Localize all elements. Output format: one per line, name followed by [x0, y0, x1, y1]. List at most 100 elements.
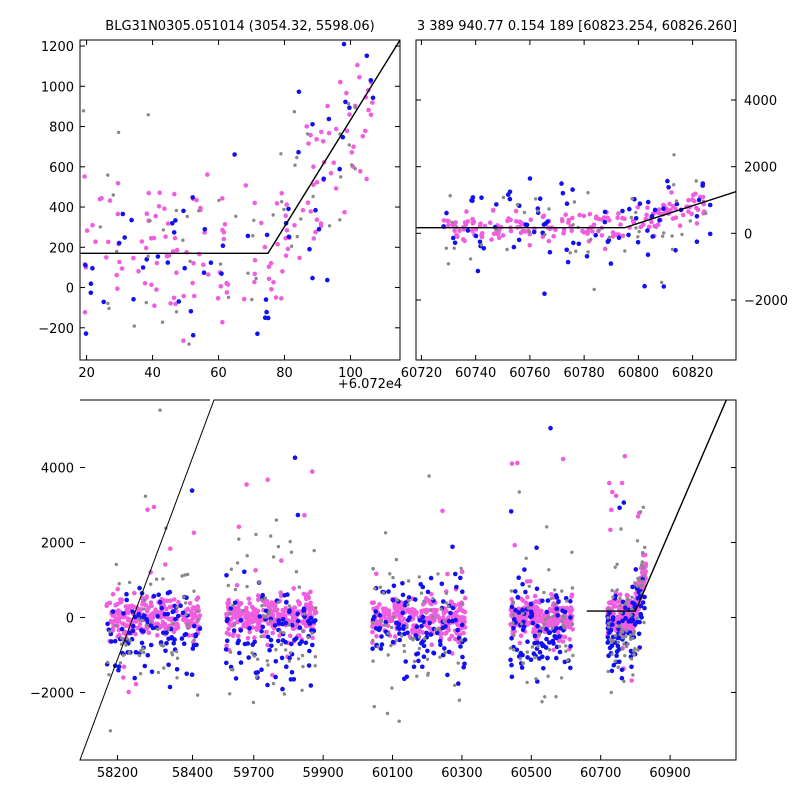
top-left-gray-point — [226, 295, 231, 299]
bottom-gray-point — [195, 693, 200, 697]
bottom-gray-point — [142, 650, 146, 655]
bottom-gray-point — [613, 659, 617, 663]
bottom-gray-point — [186, 626, 190, 630]
bottom-gray-point — [124, 643, 128, 647]
bottom-pink-point — [456, 601, 462, 607]
bottom-gray-point — [610, 588, 614, 593]
top-left-gray-point — [299, 217, 303, 221]
bottom-gray-point — [639, 583, 644, 588]
bottom-gray-point — [632, 632, 636, 636]
top-left-blue-point — [88, 290, 94, 296]
top-left-blue-point — [190, 195, 195, 200]
bottom-gray-point — [610, 652, 614, 656]
bottom-gray-point — [442, 619, 446, 623]
bottom-pink-point — [424, 596, 429, 601]
top-left-pink-point — [326, 130, 332, 136]
bottom-pink-point — [126, 689, 131, 695]
bottom-blue-point — [276, 638, 281, 644]
bottom-gray-point — [260, 604, 264, 608]
bottom-pink-point — [425, 624, 431, 629]
top-left-gray-point — [250, 297, 254, 302]
top-left-pink-point — [225, 282, 231, 287]
top-left-blue-point — [219, 271, 224, 276]
bottom-pink-point — [398, 604, 403, 609]
bottom-pink-point — [560, 639, 566, 644]
bottom-blue-point — [568, 599, 573, 604]
bottom-pink-point — [302, 513, 307, 518]
bottom-gray-point — [620, 647, 624, 651]
top-right-gray-point — [505, 247, 509, 252]
bottom-x-tick-label: 59700 — [233, 766, 274, 781]
bottom-blue-point — [232, 600, 238, 606]
top-left-pink-point — [151, 235, 157, 241]
bottom-blue-point — [224, 618, 230, 624]
bottom-gray-point — [637, 578, 642, 582]
bottom-gray-point — [425, 657, 430, 661]
bottom-pink-point — [190, 605, 196, 611]
top-right-blue-point — [545, 219, 550, 224]
bottom-x-tick-label: 58200 — [97, 766, 138, 781]
bottom-pink-point — [509, 596, 514, 602]
bottom-gray-point — [626, 642, 630, 646]
top-right-gray-point — [568, 251, 572, 255]
bottom-gray-point — [314, 606, 318, 610]
top-right-blue-point — [602, 219, 608, 225]
bottom-x-tick-label: 60500 — [511, 766, 552, 781]
bottom-gray-point — [412, 659, 417, 664]
bottom-blue-point — [557, 634, 562, 639]
top-right-pink-point — [599, 233, 605, 238]
bottom-blue-point — [555, 613, 560, 618]
bottom-gray-point — [158, 408, 162, 412]
top-right-blue-point — [469, 198, 474, 203]
bottom-pink-point — [238, 601, 244, 606]
bottom-gray-point — [241, 608, 245, 613]
bottom-blue-point — [528, 657, 534, 662]
bottom-blue-point — [224, 638, 230, 644]
bottom-blue-point — [259, 667, 264, 672]
top-left-pink-point — [152, 303, 157, 309]
bottom-pink-point — [172, 597, 177, 602]
top-left-pink-point — [139, 239, 145, 244]
bottom-blue-point — [159, 605, 164, 611]
top-right-gray-point — [661, 234, 665, 238]
bottom-blue-point — [224, 573, 229, 578]
top-right-pink-point — [452, 228, 457, 233]
bottom-blue-point — [149, 669, 155, 675]
top-right-pink-point — [641, 222, 646, 227]
bottom-blue-point — [516, 575, 521, 580]
top-left-gray-point — [146, 254, 150, 258]
bottom-gray-point — [456, 661, 460, 665]
bottom-pink-point — [624, 592, 630, 598]
bottom-gray-point — [428, 608, 433, 612]
bottom-gray-point — [388, 572, 392, 576]
bottom-gray-point — [546, 615, 551, 619]
top-left-pink-point — [266, 276, 272, 282]
bottom-pink-point — [252, 618, 258, 623]
top-left-blue-point — [188, 309, 194, 314]
top-right-blue-point — [507, 196, 513, 202]
bottom-pink-point — [163, 562, 168, 567]
bottom-panel: 58200 58400 59700 59900 60100 60300 60500 60700… — [30, 399, 737, 781]
bottom-gray-point — [144, 623, 148, 628]
bottom-blue-point — [130, 628, 136, 633]
bottom-blue-point — [181, 641, 187, 646]
bottom-pink-point — [291, 626, 296, 632]
bottom-gray-point — [607, 621, 611, 625]
top-left-pink-point — [191, 261, 196, 266]
bottom-blue-point — [156, 592, 161, 598]
bottom-y-tick-label: 2000 — [41, 537, 74, 552]
bottom-pink-point — [244, 482, 249, 487]
top-right-pink-point — [496, 235, 502, 240]
bottom-pink-point — [377, 602, 382, 607]
bottom-blue-point — [459, 622, 465, 628]
bottom-gray-point — [512, 633, 516, 637]
top-right-blue-point — [564, 201, 570, 206]
bottom-blue-point — [462, 637, 468, 642]
bottom-gray-point — [381, 591, 385, 595]
bottom-gray-point — [619, 527, 623, 531]
top-left-pink-point — [320, 139, 326, 144]
bottom-gray-point — [615, 588, 619, 592]
top-left-x-tick-label: 20 — [78, 366, 95, 381]
bottom-blue-point — [411, 664, 417, 670]
top-left-blue-point — [264, 232, 270, 238]
